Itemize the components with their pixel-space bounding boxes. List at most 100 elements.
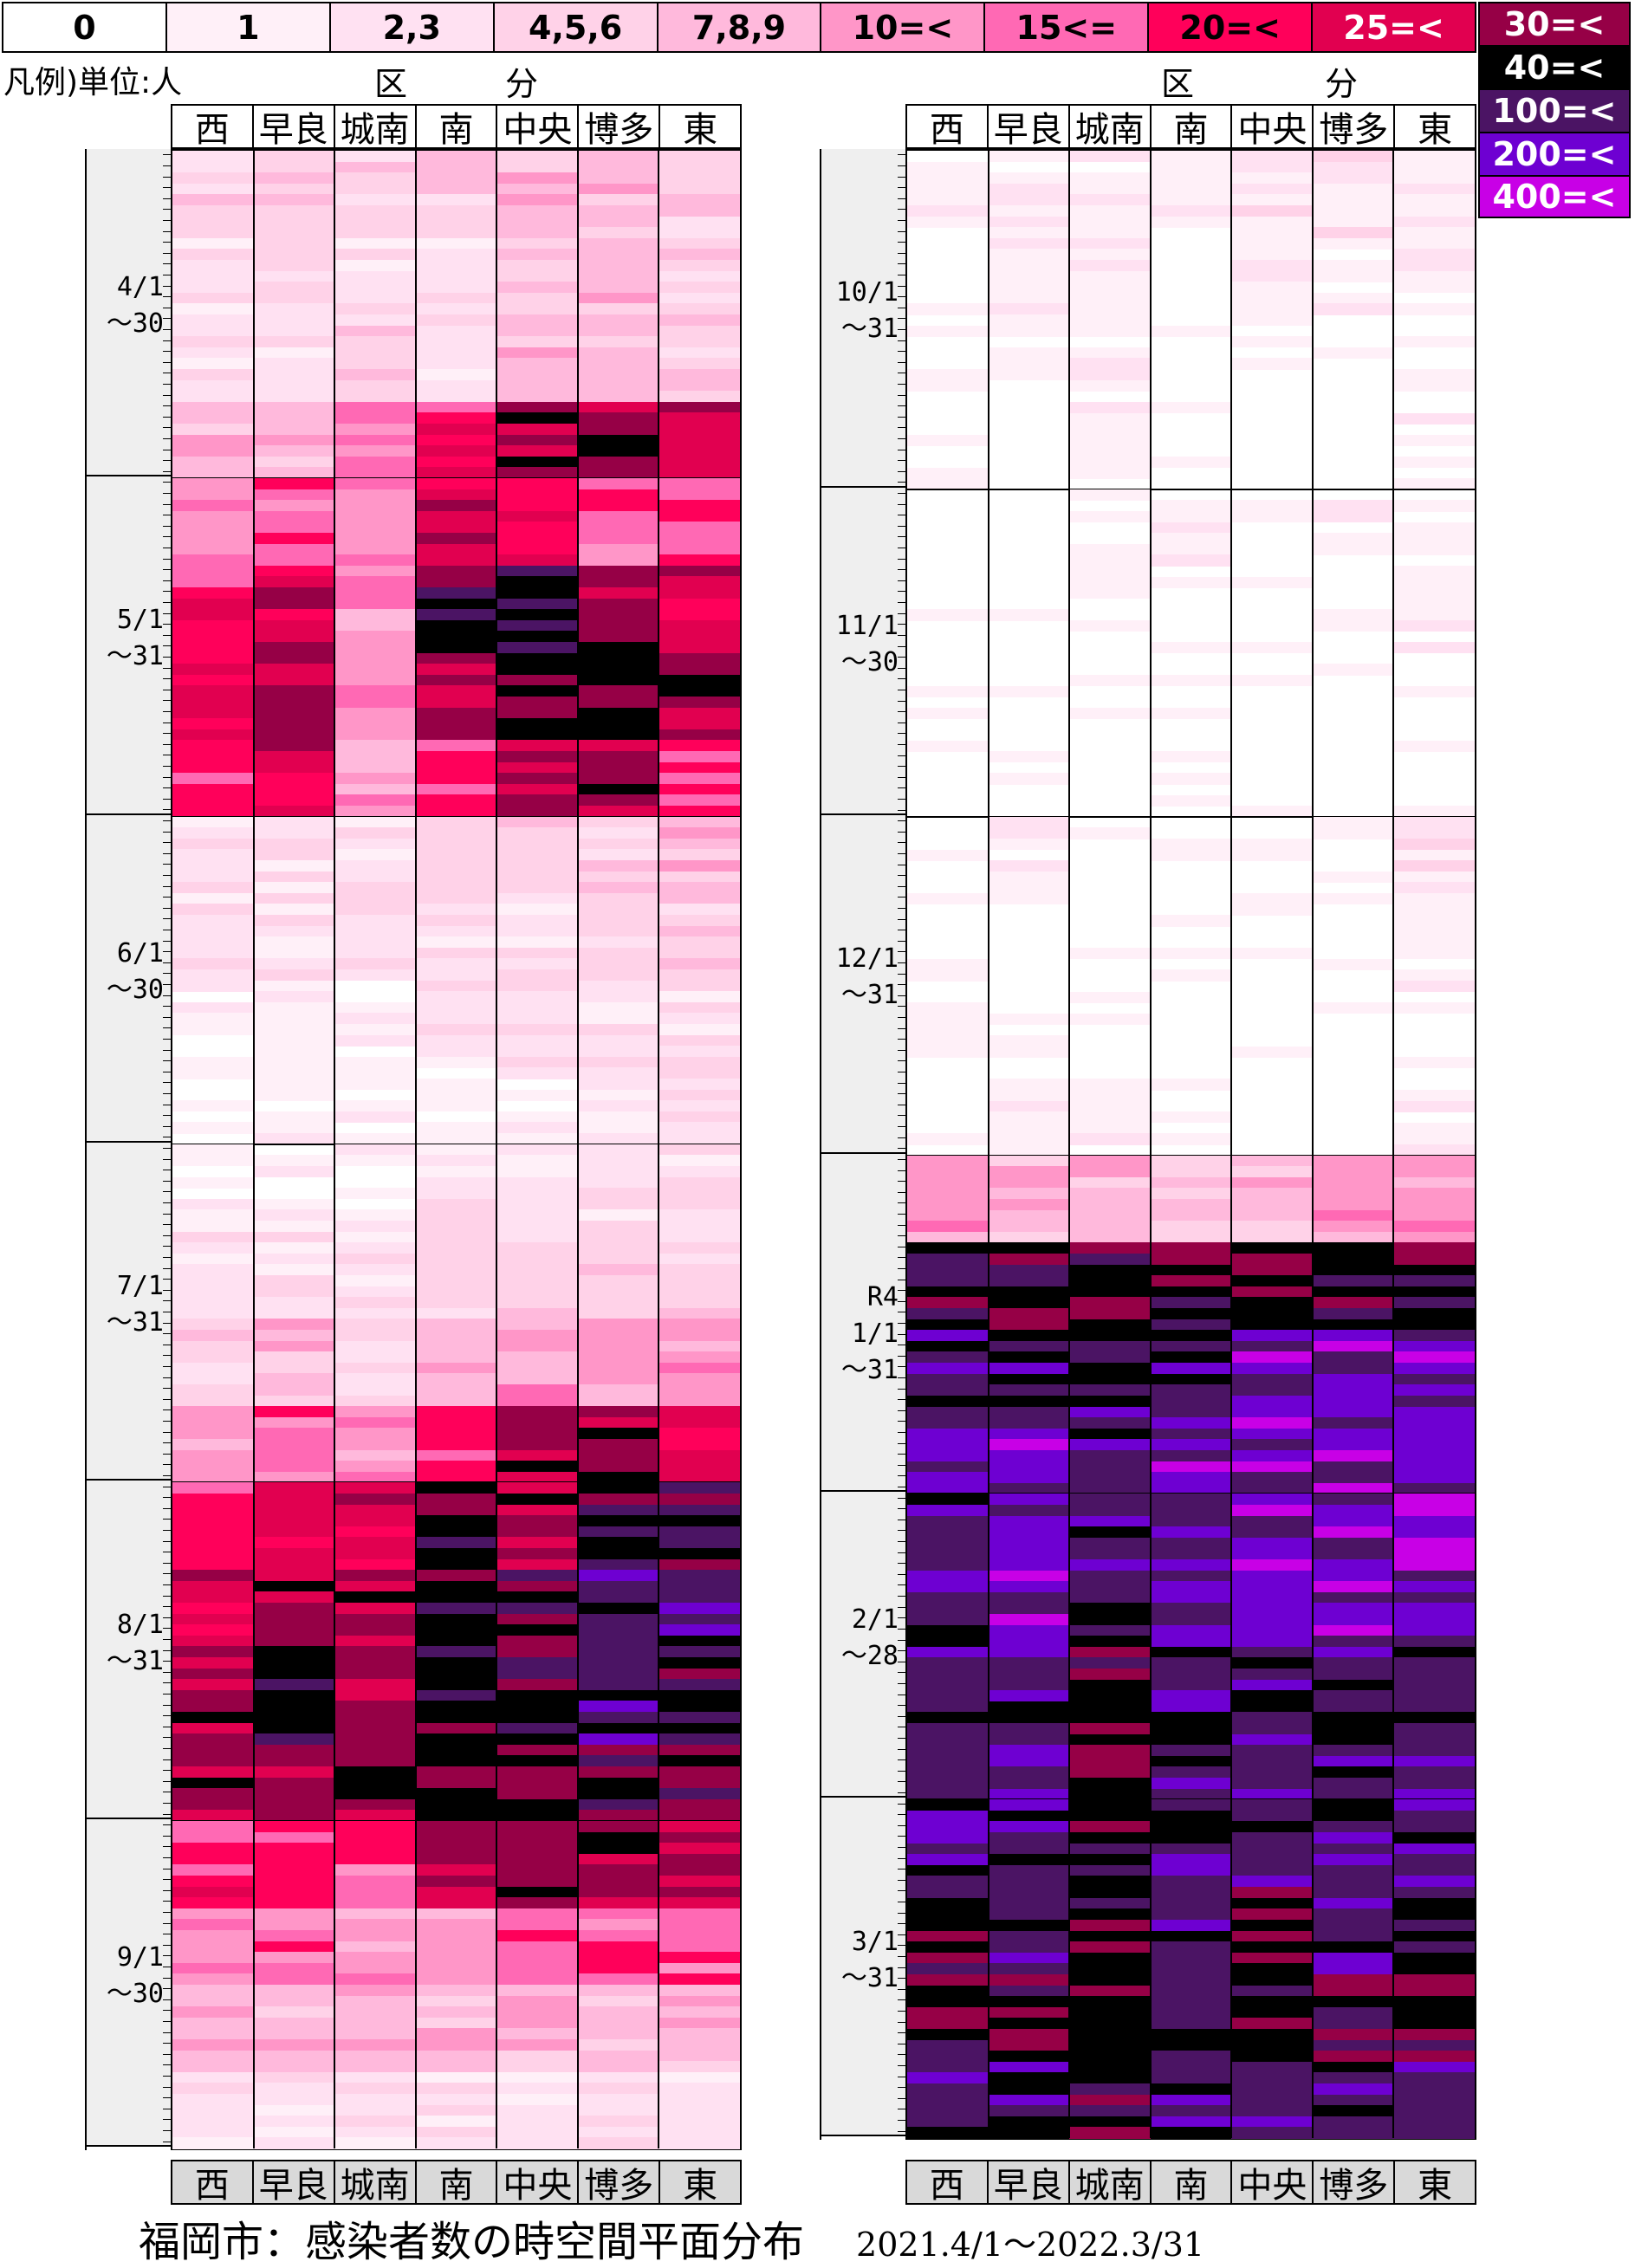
heat-cell	[907, 1788, 989, 1800]
legend-level-0: 0	[2, 2, 165, 53]
heat-cell	[659, 1373, 740, 1385]
heat-cell	[334, 794, 416, 807]
heat-cell	[253, 2006, 335, 2019]
heat-cell	[659, 227, 740, 239]
heat-cell	[334, 2006, 416, 2019]
heat-cell	[659, 522, 740, 534]
heat-cell	[577, 761, 659, 774]
heat-cell	[1069, 172, 1151, 185]
heat-cell	[1150, 1176, 1232, 1189]
heat-cell	[172, 1984, 254, 1997]
heat-cell	[415, 1013, 497, 1025]
heat-cell	[988, 1821, 1070, 1833]
heat-cell	[1393, 1897, 1475, 1909]
heat-cell	[172, 892, 254, 905]
heat-cell	[1393, 1482, 1475, 1494]
heat-cell	[253, 1056, 335, 1069]
heat-cell	[253, 1591, 335, 1604]
heat-cell	[334, 1056, 416, 1069]
heat-cell	[1231, 675, 1313, 687]
heat-cell	[253, 1952, 335, 1964]
heat-cell	[988, 2116, 1070, 2128]
heat-cell	[1069, 1494, 1151, 1506]
heat-cell	[1231, 1308, 1313, 1320]
day-tick	[163, 1213, 171, 1215]
heat-cell	[496, 991, 578, 1003]
district-label-3: 南	[416, 2161, 498, 2206]
heat-cell	[907, 1449, 989, 1462]
heat-cell	[415, 816, 497, 828]
heat-cell	[907, 1308, 989, 1320]
heat-cell	[1150, 915, 1232, 927]
heat-cell	[907, 1603, 989, 1615]
heat-cell	[1069, 1669, 1151, 1681]
heat-cell	[577, 1100, 659, 1112]
heat-cell	[1231, 1646, 1313, 1658]
heat-cell	[172, 751, 254, 763]
heat-cell	[1150, 1679, 1232, 1691]
heat-cell	[253, 936, 335, 949]
day-tick	[163, 1770, 171, 1772]
heat-cell	[1393, 1963, 1475, 1975]
heat-cell	[496, 1973, 578, 1986]
day-tick	[898, 1126, 905, 1128]
heat-cell	[659, 510, 740, 523]
day-tick	[898, 1388, 905, 1390]
heat-cell	[496, 1067, 578, 1079]
heat-cell	[334, 1908, 416, 1920]
day-tick	[163, 2097, 171, 2099]
heat-cell	[1069, 619, 1151, 632]
heat-cell	[988, 839, 1070, 851]
heat-cell	[415, 904, 497, 916]
heat-cell	[1231, 1449, 1313, 1462]
day-tick	[163, 885, 171, 887]
heat-cell	[496, 1613, 578, 1625]
day-tick	[898, 438, 905, 440]
heat-cell	[1393, 969, 1475, 982]
heat-cell	[334, 1471, 416, 1483]
heat-cell	[577, 1668, 659, 1680]
heat-cell	[659, 969, 740, 982]
heat-cell	[1150, 1778, 1232, 1790]
heat-cell	[172, 1547, 254, 1560]
heat-cell	[415, 391, 497, 403]
day-tick	[163, 907, 171, 909]
heat-cell	[253, 2116, 335, 2128]
heat-cell	[907, 1570, 989, 1582]
heat-cell	[1069, 1908, 1151, 1921]
heat-cell	[253, 761, 335, 774]
heat-cell	[334, 1515, 416, 1527]
heat-cell	[334, 1526, 416, 1538]
heat-cell	[496, 467, 578, 479]
heat-cell	[1393, 1669, 1475, 1681]
heat-cell	[334, 1351, 416, 1364]
heat-cell	[907, 1461, 989, 1473]
heat-cell	[253, 1264, 335, 1276]
heat-cell	[1312, 1669, 1394, 1681]
day-tick	[898, 1628, 905, 1630]
heat-cell	[496, 1001, 578, 1014]
heat-cell	[1393, 904, 1475, 916]
heat-cell	[496, 249, 578, 261]
heat-cell	[334, 412, 416, 424]
day-tick	[163, 2053, 171, 2055]
heat-cell	[1150, 1319, 1232, 1331]
heat-cell	[253, 1340, 335, 1352]
heat-cell	[415, 347, 497, 359]
heat-cell	[415, 270, 497, 282]
heat-cell	[415, 369, 497, 381]
heat-cell	[907, 1034, 989, 1047]
heat-cell	[577, 1689, 659, 1701]
heat-cell	[253, 1766, 335, 1779]
heat-cell	[1312, 1843, 1394, 1855]
heat-cell	[1393, 379, 1475, 392]
heat-cell	[334, 827, 416, 839]
heat-cell	[1231, 1799, 1313, 1811]
heat-cell	[334, 260, 416, 272]
heat-cell	[1393, 1417, 1475, 1429]
heat-cell	[496, 1471, 578, 1483]
heat-cell	[415, 1428, 497, 1440]
heat-cell	[907, 1155, 989, 1167]
heat-cell	[577, 347, 659, 359]
district-label-0: 西	[907, 2161, 989, 2206]
